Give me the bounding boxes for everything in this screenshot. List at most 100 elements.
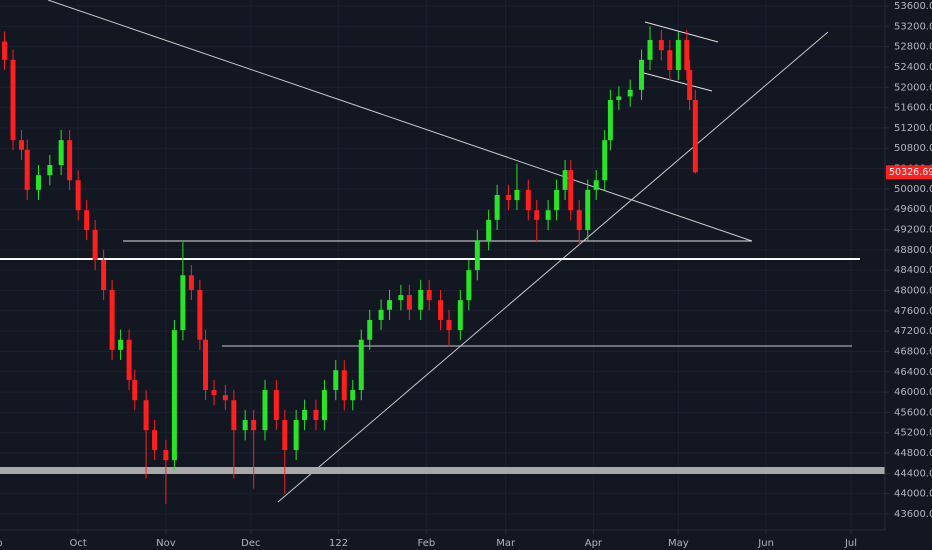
y-tick-label: 45600.00 (894, 407, 932, 418)
y-tick-label: 51600.00 (894, 103, 932, 114)
candle-body (101, 259, 107, 290)
x-tick-label: Jul (844, 538, 857, 549)
candle-body (313, 409, 319, 421)
candle-body (667, 50, 673, 71)
x-tick-label: Nov (156, 538, 176, 549)
candle-body (438, 300, 444, 320)
y-tick-label: 47600.00 (894, 306, 932, 317)
channel-line (639, 71, 713, 92)
y-tick-label: 52800.00 (894, 42, 932, 53)
candle-body (554, 189, 560, 211)
candle-body (616, 96, 622, 100)
candle-body (273, 390, 279, 421)
candle-body (302, 409, 308, 421)
candle-body (188, 275, 194, 290)
trend-line (47, 0, 753, 242)
y-tick-label: 52000.00 (894, 82, 932, 93)
y-tick-label: 48400.00 (894, 265, 932, 276)
candle-body (203, 339, 209, 391)
candle-body (568, 170, 574, 211)
y-tick-label: 44000.00 (894, 489, 932, 500)
candle-body (658, 40, 664, 51)
candle-body (84, 210, 90, 231)
candle-body (143, 400, 149, 431)
support-band (0, 467, 885, 474)
candle-body (639, 59, 645, 90)
candle-body (367, 319, 373, 340)
candle-body (163, 449, 169, 461)
candle-body (180, 275, 186, 331)
candle-body (675, 40, 681, 71)
candle-body (350, 390, 356, 401)
candle-body (684, 40, 690, 71)
candle-body (126, 339, 132, 380)
candle-body (92, 230, 98, 260)
candle-body (647, 40, 653, 60)
candle-body (602, 140, 608, 181)
candle-body (132, 379, 138, 401)
candle-body (118, 339, 124, 350)
y-tick-label: 45200.00 (894, 428, 932, 439)
y-tick-label: 46400.00 (894, 367, 932, 378)
y-tick-label: 50000.00 (894, 184, 932, 195)
candle-body (576, 210, 582, 231)
candle-body (211, 390, 217, 396)
x-tick-label: Oct (69, 538, 86, 549)
y-tick-label: 46000.00 (894, 387, 932, 398)
candle-body (387, 300, 393, 310)
candle-body (333, 370, 339, 391)
candle-body (494, 194, 500, 220)
candle-body (19, 140, 25, 150)
trend-line (277, 31, 829, 503)
x-tick-label: Feb (418, 538, 436, 549)
candle-body (109, 289, 115, 350)
candle-body (197, 289, 203, 340)
candle-body (262, 390, 268, 431)
x-tick-label: Dec (241, 538, 260, 549)
x-tick-label: Apr (585, 538, 603, 549)
y-tick-label: 48000.00 (894, 285, 932, 296)
candle-body (505, 194, 511, 201)
candle-body (36, 175, 42, 190)
candle-body (171, 330, 177, 461)
drawings (0, 0, 885, 503)
y-tick-label: 44800.00 (894, 448, 932, 459)
y-tick-label: 53200.00 (894, 21, 932, 32)
x-tick-label: May (668, 538, 689, 549)
candle-body (446, 319, 452, 331)
candle-body (474, 240, 480, 271)
candle-body (152, 430, 158, 450)
candles (2, 26, 698, 504)
y-tick-label: 44400.00 (894, 468, 932, 479)
candle-body (607, 99, 613, 141)
candle-body (10, 59, 16, 141)
y-tick-label: 49600.00 (894, 204, 932, 215)
candle-body (545, 210, 551, 220)
candle-body (593, 180, 599, 190)
candle-body (242, 420, 248, 431)
y-tick-label: 53600.00 (894, 1, 932, 12)
candle-body (47, 164, 53, 176)
price-tag-label: 50326.69 (889, 167, 932, 178)
candle-body (251, 420, 257, 431)
candle-body (341, 370, 347, 401)
candle-body (24, 149, 30, 190)
x-tick-label: Mar (496, 538, 516, 549)
y-tick-label: 46800.00 (894, 346, 932, 357)
candle-body (486, 219, 492, 241)
x-tick-label: Sep (0, 538, 3, 549)
candle-body (418, 289, 424, 310)
y-tick-label: 43600.00 (894, 509, 932, 520)
candle-body (222, 395, 228, 401)
candle-body (75, 180, 81, 211)
candle-body (293, 420, 299, 450)
candle-body (398, 295, 404, 301)
candle-body (58, 140, 64, 165)
candle-body (378, 309, 384, 320)
candle-body (321, 390, 327, 421)
x-tick-label: Jun (757, 538, 774, 549)
candle-body (231, 400, 237, 431)
x-tick-label: 122 (329, 538, 348, 549)
y-tick-label: 49200.00 (894, 225, 932, 236)
